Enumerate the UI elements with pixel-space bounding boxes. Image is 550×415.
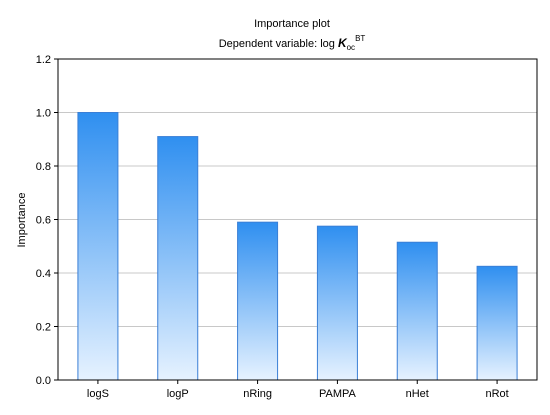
- x-tick-label-nhet: nHet: [406, 388, 429, 400]
- x-tick-label-logs: logS: [87, 388, 109, 400]
- x-tick-label-nrot: nRot: [485, 388, 508, 400]
- y-axis-ticks: 0.0 0.2 0.4 0.6 0.8 1.0 1.2: [36, 54, 58, 387]
- y-tick-label: 0.8: [36, 161, 51, 173]
- subtitle-superscript: BT: [355, 34, 365, 43]
- bars: [77, 112, 518, 381]
- chart-subtitle: Dependent variable: log KocBT: [219, 34, 366, 52]
- y-tick-label: 0.2: [36, 322, 51, 334]
- bar-pampa: [316, 225, 358, 381]
- x-tick-label-pampa: PAMPA: [319, 388, 357, 400]
- y-tick-label: 1.0: [36, 108, 51, 120]
- bar-logp: [157, 136, 199, 381]
- subtitle-symbol: K: [338, 36, 348, 50]
- x-axis-ticks: logS logP nRing PAMPA nHet nRot: [87, 380, 509, 400]
- bar-logs: [77, 112, 119, 381]
- x-tick-label-logp: logP: [167, 388, 189, 400]
- subtitle-subscript: oc: [347, 43, 355, 52]
- chart-title: Importance plot: [254, 18, 330, 30]
- bar-nhet: [396, 241, 438, 381]
- y-tick-label: 1.2: [36, 54, 51, 66]
- y-tick-label: 0.0: [36, 375, 51, 387]
- grid-lines: [58, 112, 537, 327]
- bar-nrot: [476, 265, 518, 381]
- bar-nring: [237, 221, 279, 381]
- x-tick-label-nring: nRing: [243, 388, 272, 400]
- subtitle-prefix: Dependent variable: log: [219, 38, 338, 50]
- y-tick-label: 0.6: [36, 215, 51, 227]
- y-axis-label: Importance: [16, 192, 28, 247]
- y-tick-label: 0.4: [36, 268, 51, 280]
